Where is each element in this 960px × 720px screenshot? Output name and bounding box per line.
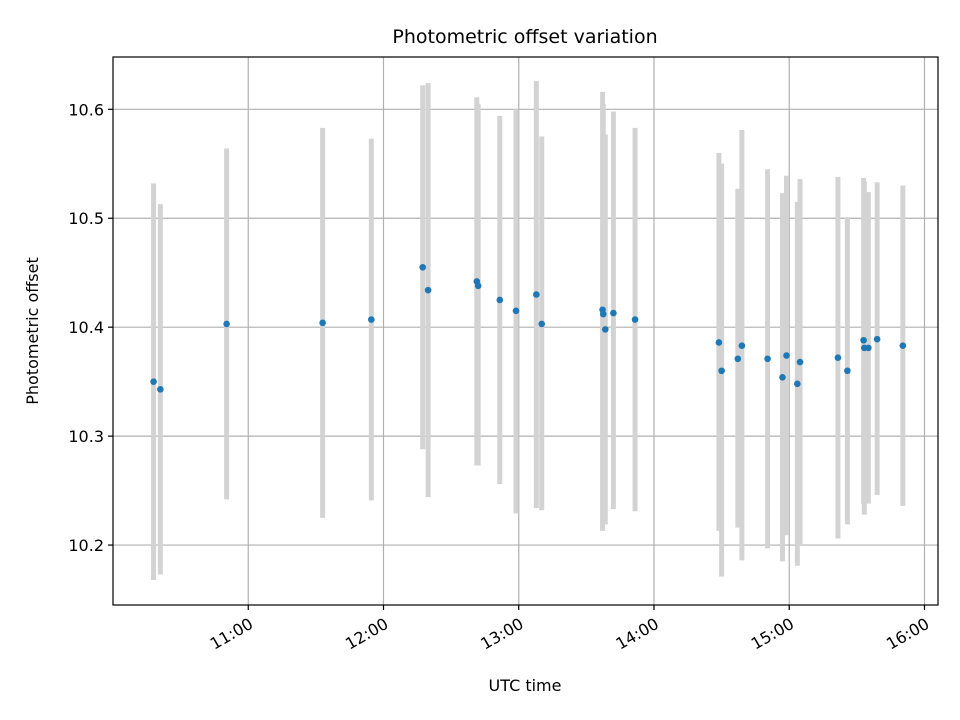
data-point [764,355,771,363]
y-tick-label: 10.5 [68,209,104,228]
data-point [796,358,804,366]
plot-frame [112,56,939,606]
data-point [424,286,432,294]
y-axis-label: Photometric offset [23,257,42,405]
x-axis-label: UTC time [489,676,562,695]
data-point [223,320,230,328]
data-point [512,307,520,315]
data-point [783,352,790,359]
data-point [601,326,609,333]
point-layer [150,263,907,393]
data-point [631,316,639,323]
data-point [834,354,842,361]
data-point [474,282,482,290]
data-point [533,291,540,298]
data-point [865,344,872,352]
data-point [899,342,907,350]
data-point [150,378,157,385]
y-tick-label: 10.3 [68,427,104,446]
data-point [718,367,725,375]
y-tick-label: 10.2 [68,536,104,555]
data-point [538,320,546,328]
data-point [779,374,786,381]
data-point [873,335,881,343]
data-point [844,367,851,375]
data-point [610,309,617,317]
y-axis-ticks: 10.2 10.3 10.4 10.5 10.6 [68,100,113,555]
data-point [368,316,375,323]
data-point [157,385,164,393]
chart-title: Photometric offset variation [392,26,657,48]
data-point [794,380,801,388]
data-point [496,296,504,304]
data-point [599,310,607,318]
data-point [319,319,326,327]
data-point [419,263,427,271]
data-point [738,342,746,350]
data-point [715,339,723,346]
data-point [734,355,742,363]
y-tick-label: 10.4 [68,318,104,337]
data-point [860,336,867,344]
y-tick-label: 10.6 [68,100,104,119]
